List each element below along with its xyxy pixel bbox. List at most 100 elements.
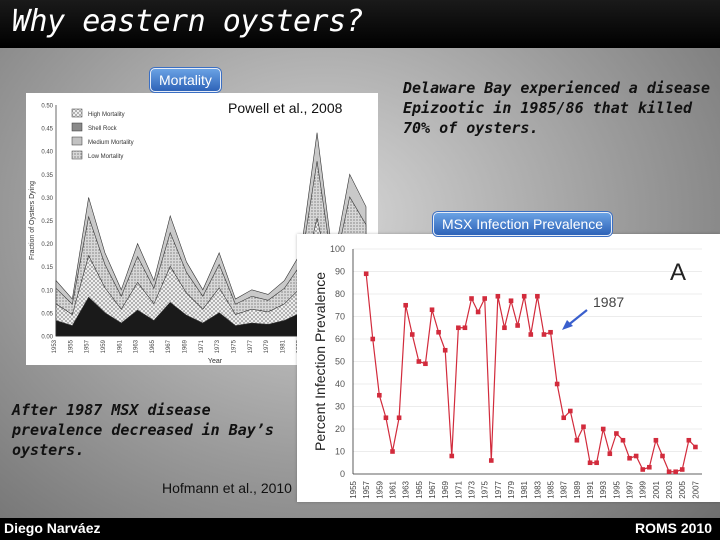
msx-data-point: [607, 451, 613, 457]
msx-data-point: [548, 329, 553, 335]
footer-bar: Diego Narváez ROMS 2010: [0, 518, 720, 540]
msx-data-point: [429, 307, 435, 313]
msx-data-point: [409, 332, 415, 337]
mortality-x-tick-label: 1955: [68, 339, 74, 353]
msx-y-axis-label: Percent Infection Prevalence: [312, 272, 328, 451]
msx-data-point: [456, 325, 461, 331]
mortality-legend-label: High Mortality: [88, 112, 125, 118]
msx-x-tick-label: 1967: [428, 480, 437, 498]
msx-y-tick-label: 60: [335, 334, 345, 344]
msx-y-tick-label: 100: [330, 244, 345, 254]
mortality-legend-label: Shell Rock: [88, 126, 118, 132]
msx-x-tick-label: 1977: [494, 480, 503, 498]
msx-data-point: [416, 359, 422, 364]
msx-x-tick-label: 1991: [586, 480, 595, 498]
msx-data-point: [403, 302, 408, 308]
msx-data-point: [495, 293, 501, 299]
msx-data-point: [363, 271, 369, 277]
msx-data-point: [640, 467, 646, 472]
msx-data-point: [462, 325, 468, 331]
msx-y-tick-label: 10: [335, 447, 345, 457]
msx-data-point: [528, 332, 534, 337]
msx-data-point: [647, 464, 652, 470]
msx-x-tick-label: 1995: [612, 480, 621, 498]
mortality-x-tick-label: 1963: [134, 339, 140, 353]
mortality-legend-swatch: [71, 108, 83, 118]
msx-data-point: [568, 408, 573, 414]
msx-data-point: [673, 469, 678, 475]
mortality-x-tick-label: 1957: [85, 339, 91, 353]
mortality-y-tick-label: 0.50: [41, 104, 53, 110]
mortality-y-tick-label: 0.10: [41, 288, 53, 294]
msx-badge: MSX Infection Prevalence: [433, 212, 613, 236]
msx-data-point: [502, 325, 507, 331]
msx-data-point: [620, 437, 626, 443]
msx-x-tick-label: 1975: [481, 480, 490, 498]
msx-data-point: [469, 296, 474, 301]
msx-panel-label: A: [670, 259, 686, 286]
msx-data-point: [581, 424, 586, 430]
msx-data-point: [377, 392, 382, 398]
msx-data-point: [370, 336, 376, 342]
msx-data-point: [686, 437, 692, 443]
mortality-y-axis-label: Fraction of Oysters Dying: [29, 181, 36, 260]
mortality-x-tick-label: 1977: [248, 339, 254, 353]
mortality-y-tick-label: 0.35: [41, 173, 53, 179]
mortality-legend-swatch: [71, 136, 83, 146]
mortality-y-tick-label: 0.30: [41, 196, 53, 202]
msx-data-point: [653, 437, 659, 443]
msx-x-tick-label: 1999: [639, 480, 648, 498]
msx-chart-panel: 100 90 80 70 60 50 40 30 20 10 0 1955 1957 1959 1961 19…: [297, 234, 720, 502]
msx-data-point: [449, 453, 455, 459]
msx-y-tick-label: 80: [335, 289, 345, 299]
msx-x-tick-label: 1973: [468, 480, 477, 498]
mortality-y-tick-label: 0.15: [41, 265, 53, 271]
mortality-legend-label: Medium Mortality: [88, 140, 134, 146]
msx-y-tick-label: 50: [335, 357, 345, 367]
msx-data-point: [390, 449, 395, 454]
after-1987-text: After 1987 MSX disease prevalence decrea…: [12, 401, 274, 459]
msx-data-point: [627, 455, 632, 461]
mortality-y-tick-label: 0.20: [41, 242, 53, 248]
msx-data-point: [508, 298, 514, 304]
mortality-legend-swatch: [71, 122, 83, 132]
msx-x-tick-label: 1971: [454, 480, 463, 498]
mortality-y-tick-label: 0.25: [41, 219, 53, 225]
mortality-y-tick-label: 0.45: [41, 127, 53, 133]
author-name: Diego Narváez: [4, 520, 101, 536]
msx-x-tick-label: 1965: [415, 480, 424, 498]
msx-y-tick-label: 40: [335, 379, 345, 389]
msx-data-point: [614, 431, 619, 436]
msx-data-point: [436, 329, 441, 335]
msx-x-tick-label: 1959: [375, 480, 384, 498]
msx-data-point: [535, 293, 540, 299]
msx-prevalence-line: [365, 273, 696, 473]
hofmann-citation: Hofmann et al., 2010: [162, 480, 292, 496]
mortality-x-tick-label: 1973: [215, 339, 221, 353]
msx-data-point: [561, 415, 567, 421]
msx-data-point: [442, 347, 448, 353]
msx-data-point: [554, 381, 560, 387]
msx-x-tick-label: 1983: [533, 480, 542, 498]
mortality-x-tick-label: 1981: [280, 339, 286, 353]
msx-data-point: [666, 469, 672, 475]
msx-x-tick-label: 1997: [626, 480, 635, 498]
msx-data-point: [515, 323, 520, 328]
mortality-chart-panel: 0.50 0.45 0.40 0.35 0.30 0.25 0.20 0.15 0.10 0.05…: [26, 93, 378, 365]
msx-y-tick-label: 90: [335, 267, 345, 277]
msx-y-tick-label: 0: [340, 469, 345, 479]
mortality-y-tick-label: 0.00: [41, 335, 53, 341]
msx-data-point: [693, 444, 698, 450]
msx-data-point: [488, 458, 494, 463]
msx-y-tick-label: 20: [335, 424, 345, 434]
msx-x-tick-label: 1961: [389, 480, 398, 498]
msx-arrow-shaft: [566, 309, 588, 327]
msx-x-tick-label: 1969: [441, 480, 450, 498]
powell-citation: Powell et al., 2008: [228, 100, 343, 116]
msx-x-tick-label: 1987: [560, 480, 569, 498]
msx-arrow-head: [562, 320, 573, 330]
mortality-x-tick-label: 1953: [52, 339, 58, 353]
msx-data-point: [475, 309, 481, 315]
msx-data-point: [679, 467, 685, 472]
msx-x-tick-label: 1993: [599, 480, 608, 498]
